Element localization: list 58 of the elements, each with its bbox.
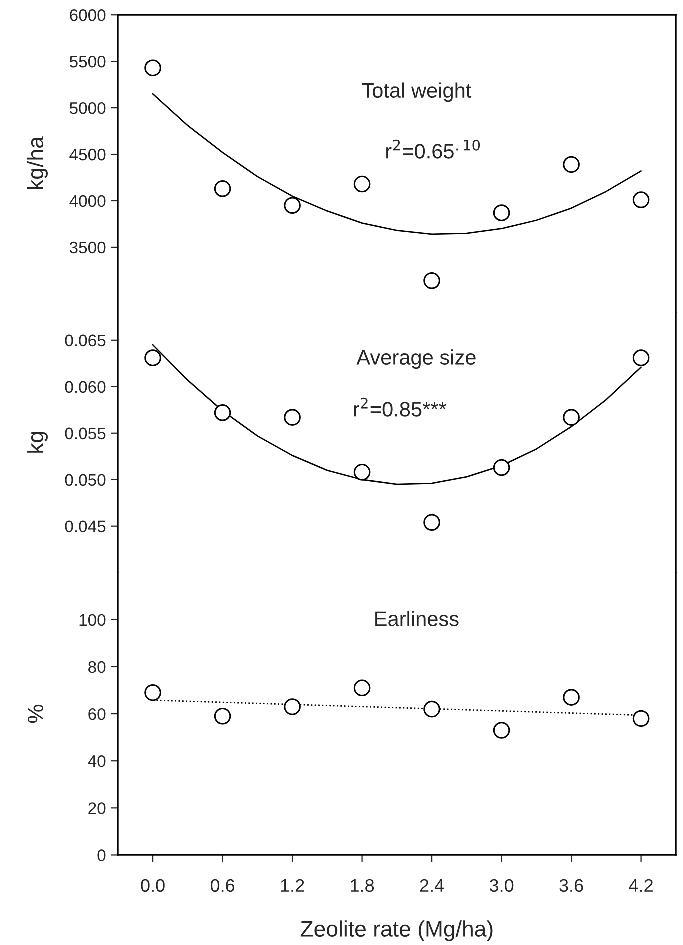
point — [493, 204, 510, 222]
x-axis-title: Zeolite rate (Mg/ha) — [300, 920, 493, 942]
point — [493, 459, 510, 476]
point — [632, 192, 650, 208]
point — [424, 272, 440, 290]
y-tick-label: 5000 — [70, 102, 106, 114]
x-tick-label: 3.6 — [560, 879, 584, 892]
y-tick-label: 4500 — [70, 148, 106, 161]
x-tick-label: 1.8 — [351, 879, 374, 892]
point — [563, 156, 580, 174]
point — [144, 684, 162, 702]
y-axis-title: kg — [27, 432, 48, 453]
point — [214, 404, 232, 422]
y-tick-label: 0.060 — [65, 381, 106, 394]
x-tick-label: 1.2 — [281, 879, 304, 892]
x-tick-label: 3.0 — [490, 879, 514, 892]
point — [563, 689, 580, 706]
point — [214, 180, 232, 198]
y-tick-label: 0.065 — [65, 334, 106, 347]
point — [284, 409, 301, 426]
y-tick-label: 40 — [88, 756, 106, 768]
text: Total weight — [362, 82, 472, 102]
y-tick-label: 0.055 — [65, 428, 106, 440]
x-tick-label: 4.2 — [629, 879, 653, 892]
y-tick-label: 3500 — [70, 242, 106, 254]
x-tick-label: 0.6 — [210, 879, 235, 892]
point — [563, 409, 580, 426]
y-tick-label: 0.045 — [65, 520, 106, 533]
point — [632, 350, 650, 366]
y-tick-label: 0 — [98, 850, 106, 862]
point — [354, 680, 371, 697]
point — [214, 708, 232, 725]
text: Average size — [356, 350, 476, 370]
annotation: r$^{2}$=0.85*** — [354, 398, 447, 417]
x-tick-label: 2.4 — [420, 879, 444, 892]
y-axis-title: kg/ha — [27, 136, 48, 190]
y-tick-label: 100 — [80, 614, 106, 626]
y-tick-label: 4000 — [70, 195, 106, 208]
y-axis-title: % — [28, 704, 44, 724]
point — [354, 176, 371, 193]
text: Earliness — [376, 611, 459, 626]
y-tick-label: 20 — [88, 802, 106, 814]
point — [493, 722, 510, 739]
point — [424, 700, 440, 718]
y-tick-label: 0.050 — [65, 474, 106, 486]
y-tick-label: 5500 — [70, 56, 106, 68]
point — [632, 710, 650, 728]
annotation: r$^{2}$=0.65$^{.10}$ — [386, 140, 480, 159]
point — [424, 514, 440, 532]
point — [144, 350, 162, 366]
point — [354, 464, 371, 481]
point — [144, 60, 162, 76]
y-tick-label: 60 — [88, 708, 106, 720]
point — [284, 197, 301, 214]
y-tick-label: 6000 — [70, 10, 106, 22]
y-tick-label: 80 — [88, 661, 106, 674]
point — [284, 698, 301, 716]
x-tick-label: 0.0 — [141, 879, 165, 892]
